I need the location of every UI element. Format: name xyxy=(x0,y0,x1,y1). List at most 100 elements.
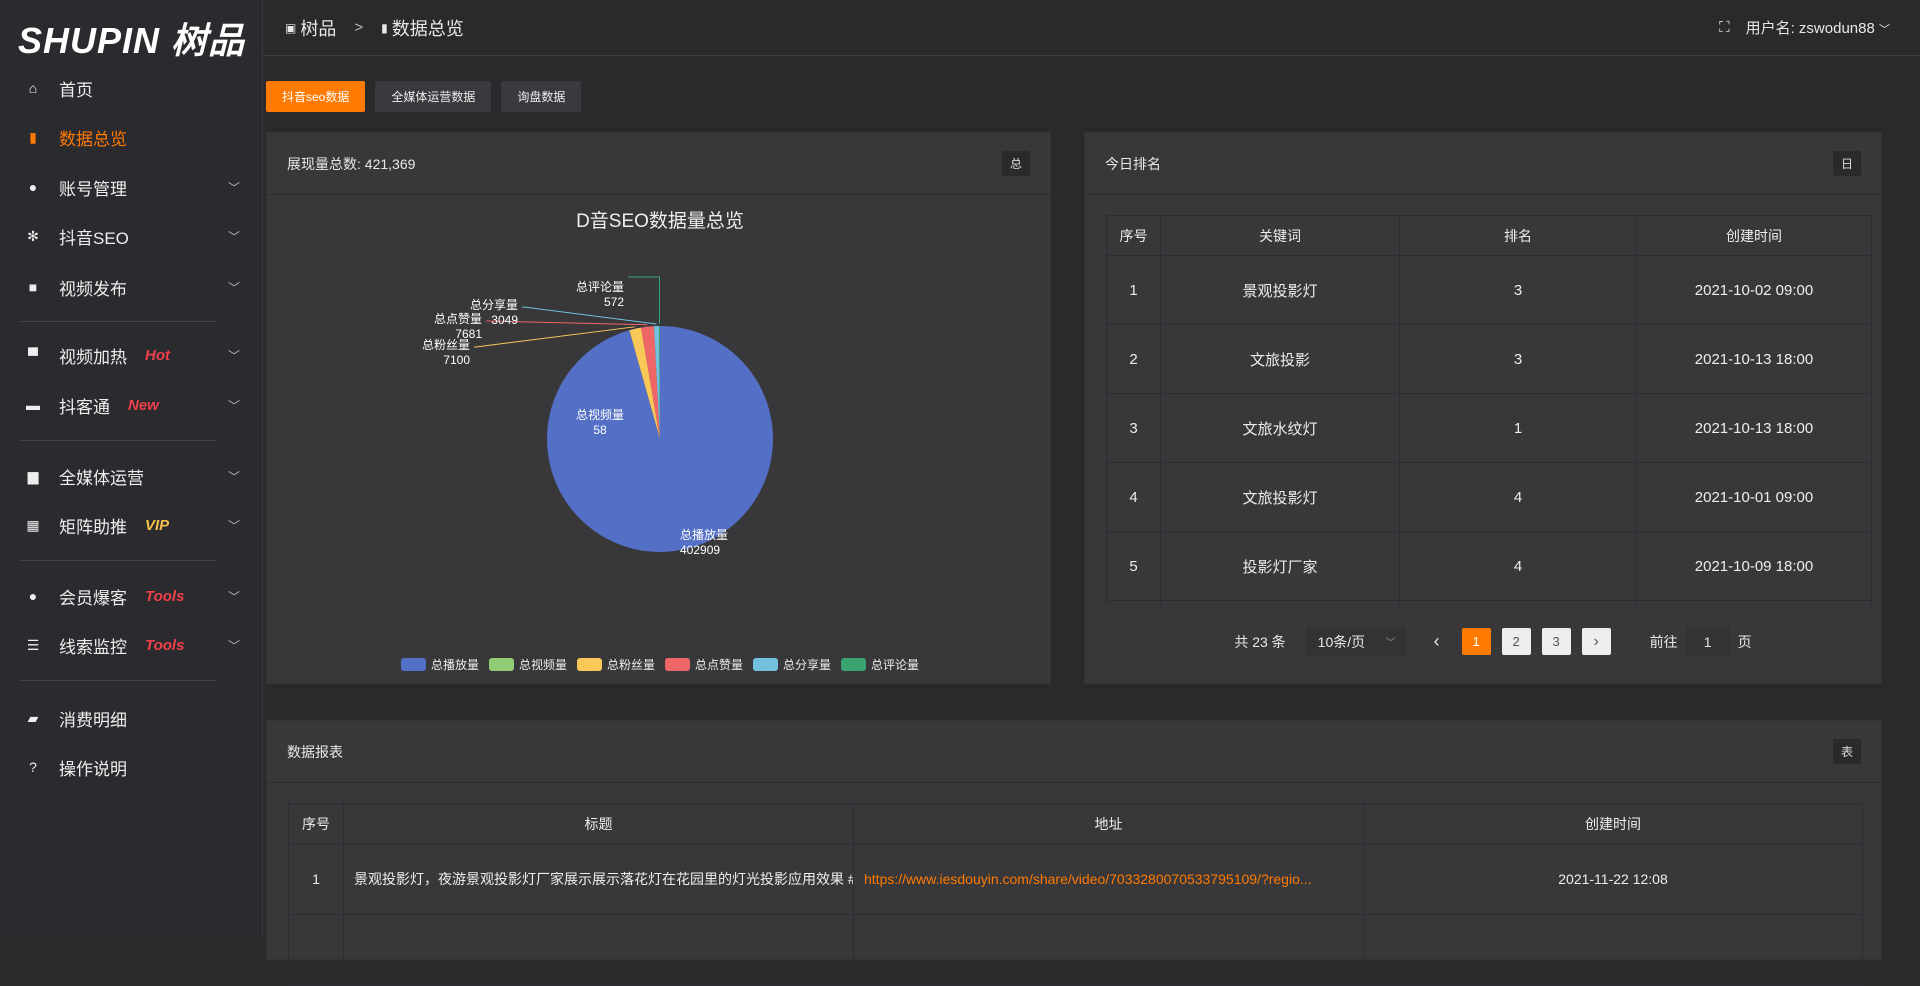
legend-label[interactable]: 总播放量 xyxy=(431,657,479,672)
table-button[interactable]: 表 xyxy=(1832,739,1861,764)
next-page-button[interactable]: › xyxy=(1581,628,1611,655)
sidebar-item-2[interactable]: ● 账号管理 ﹀ xyxy=(0,165,262,209)
table-row: 1 景观投影灯，夜游景观投影灯厂家展示展示落花灯在花园里的灯光投影应用效果 # … xyxy=(288,843,1863,915)
table-row: 4 文旅投影灯 4 2021-10-01 09:00 xyxy=(1106,462,1872,532)
grid-icon: ▦ xyxy=(26,516,40,533)
sidebar-item-3[interactable]: ✻ 抖音SEO ﹀ xyxy=(0,214,262,258)
legend-swatch[interactable] xyxy=(401,658,426,671)
cell: 4 xyxy=(1399,531,1637,601)
sidebar-item-0[interactable]: ⌂ 首页 xyxy=(0,66,262,110)
legend-label[interactable]: 总评论量 xyxy=(871,658,919,672)
cell: 2 xyxy=(1106,324,1161,394)
legend-label[interactable]: 总点赞量 xyxy=(695,658,743,672)
page-2[interactable]: 2 xyxy=(1501,628,1531,655)
panel-title: 今日排名 xyxy=(1105,155,1161,172)
divider xyxy=(20,680,216,681)
sidebar-item-9[interactable]: ● 会员爆客 Tools ﹀ xyxy=(0,574,262,618)
pie-chart: D音SEO数据量总览总播放量402909总播放量总视频量58总视频量总粉丝量71… xyxy=(401,210,919,672)
tab-all-media[interactable]: 全媒体运营数据 xyxy=(375,81,492,112)
column-header[interactable]: 序号 xyxy=(288,803,344,844)
goto-label: 前往 xyxy=(1649,633,1678,650)
page-3[interactable]: 3 xyxy=(1541,628,1571,655)
slice-value: 3049 xyxy=(491,313,518,327)
sidebar-item-4[interactable]: ■ 视频发布 ﹀ xyxy=(0,265,262,309)
cell: 2021-10-01 09:00 xyxy=(1636,462,1872,532)
table-row: 3 文旅水纹灯 1 2021-10-13 18:00 xyxy=(1106,393,1872,463)
sidebar-item-5[interactable]: ▀ 视频加热 Hot ﹀ xyxy=(0,333,262,377)
tab-bar: 抖音seo数据 全媒体运营数据 询盘数据 xyxy=(266,81,582,112)
table-row: 2 文旅投影 3 2021-10-13 18:00 xyxy=(1106,324,1872,394)
sidebar-item-8[interactable]: ▦ 矩阵助推 VIP ﹀ xyxy=(0,503,262,547)
day-button[interactable]: 日 xyxy=(1832,151,1861,176)
column-header[interactable]: 创建时间 xyxy=(1636,215,1872,256)
sidebar-item-label: 会员爆客 xyxy=(59,588,127,608)
breadcrumb-home[interactable]: 树品 xyxy=(300,18,337,39)
column-header[interactable]: 地址 xyxy=(853,803,1364,844)
ranking-table: 序号 关键词 排名 创建时间 1 景观投影灯 3 2021-10-02 09:00 2 文… xyxy=(1106,215,1872,605)
cell: 2021-10-09 18:00 xyxy=(1636,531,1872,601)
divider xyxy=(20,560,216,561)
chart-icon: ▣ xyxy=(285,20,297,35)
prev-page-button[interactable]: ‹ xyxy=(1433,631,1440,651)
column-header[interactable]: 排名 xyxy=(1399,215,1637,256)
fullscreen-icon[interactable]: ⛶ xyxy=(1719,19,1730,36)
cell: 文旅水纹灯 xyxy=(1160,393,1400,463)
sidebar-item-10[interactable]: ☰ 线索监控 Tools ﹀ xyxy=(0,623,262,667)
sidebar-item-label: 抖客通 xyxy=(59,397,110,417)
total-button[interactable]: 总 xyxy=(1001,151,1030,176)
camera-icon: ■ xyxy=(28,279,38,295)
cell: 4 xyxy=(1106,462,1161,532)
legend-swatch[interactable] xyxy=(753,658,778,671)
wallet-icon: ▰ xyxy=(27,709,39,726)
pie-slice[interactable] xyxy=(629,330,660,439)
report-panel: 数据报表 表 序号 标题 地址 创建时间 1 景观投影灯，夜游景观投影灯厂家展示展… xyxy=(266,720,1882,986)
legend-swatch[interactable] xyxy=(841,658,866,671)
legend-swatch[interactable] xyxy=(489,658,514,671)
header: ▣ 树品 > ▮ 数据总览 ⛶ 用户名: zswodun88 ﹀ xyxy=(263,0,1920,56)
sidebar-item-1[interactable]: ▮ 数据总览 xyxy=(0,115,262,159)
cell: 4 xyxy=(1399,462,1637,532)
ranking-panel: 今日排名日 序号 关键词 排名 创建时间 1 景观投影灯 3 2021-10-02 0… xyxy=(1084,132,1882,684)
logo[interactable]: SHUPIN 树品 xyxy=(18,20,246,61)
cell: 2021-10-02 09:00 xyxy=(1636,255,1872,325)
column-header[interactable]: 关键词 xyxy=(1160,215,1400,256)
tab-inquiry[interactable]: 询盘数据 xyxy=(501,81,582,112)
legend-label[interactable]: 总分享量 xyxy=(783,657,831,672)
tab-douyin-seo[interactable]: 抖音seo数据 xyxy=(266,81,366,112)
desktop-icon: ▆ xyxy=(27,467,39,484)
pie-slice[interactable] xyxy=(641,326,660,439)
video-link[interactable]: https://www.iesdouyin.com/share/video/70… xyxy=(864,871,1312,887)
legend-label[interactable]: 总粉丝量 xyxy=(607,658,655,672)
sidebar-item-11[interactable]: ▰ 消费明细 xyxy=(0,696,262,740)
sidebar-item-12[interactable]: ? 操作说明 xyxy=(0,745,262,789)
column-header[interactable]: 序号 xyxy=(1106,215,1161,256)
sidebar-item-label: 数据总览 xyxy=(59,129,127,149)
user-menu[interactable]: 用户名: zswodun88 ﹀ xyxy=(1746,17,1890,38)
cell-empty xyxy=(288,914,344,986)
sidebar-badge: Hot xyxy=(145,346,170,364)
pie-slice[interactable] xyxy=(653,326,660,439)
home-icon: ⌂ xyxy=(28,80,38,96)
username: 用户名: zswodun88 xyxy=(1745,20,1875,37)
pie-slice[interactable] xyxy=(629,327,660,439)
legend-swatch[interactable] xyxy=(577,658,602,671)
column-header[interactable]: 标题 xyxy=(343,803,854,844)
cell-url: https://www.iesdouyin.com/share/video/70… xyxy=(853,843,1364,915)
page-size-select[interactable]: 10条/页 ﹀ xyxy=(1305,627,1406,656)
legend-label[interactable]: 总视频量 xyxy=(519,657,567,672)
column-header[interactable]: 创建时间 xyxy=(1363,803,1863,844)
legend-swatch[interactable] xyxy=(665,658,690,671)
page-1[interactable]: 1 xyxy=(1461,628,1491,655)
label-line xyxy=(486,320,648,326)
sidebar-item-label: 消费明细 xyxy=(59,710,127,730)
sidebar-item-7[interactable]: ▆ 全媒体运营 ﹀ xyxy=(0,454,262,498)
sidebar-item-6[interactable]: ▬ 抖客通 New ﹀ xyxy=(0,383,262,427)
label-line xyxy=(522,306,657,325)
goto-page-input[interactable]: 1 xyxy=(1685,627,1730,656)
cell: 3 xyxy=(1106,393,1161,463)
panel-title: 数据报表 xyxy=(287,743,343,760)
bar-chart-icon: ▮ xyxy=(381,20,388,35)
chevron-down-icon: ﹀ xyxy=(227,180,240,195)
divider xyxy=(20,321,216,322)
breadcrumb-current: 数据总览 xyxy=(391,18,464,39)
